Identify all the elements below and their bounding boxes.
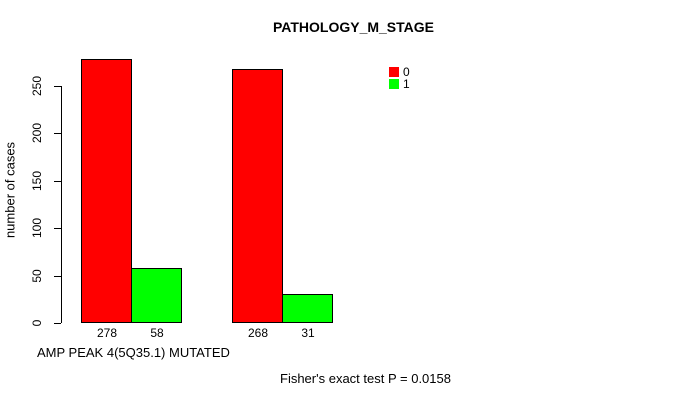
y-tick — [54, 228, 61, 229]
legend-item-1: 1 — [389, 78, 410, 90]
y-tick — [54, 323, 61, 324]
legend-item-0: 0 — [389, 66, 410, 78]
y-tick-label: 100 — [30, 217, 44, 239]
y-tick-label: 50 — [30, 269, 44, 283]
legend-swatch-icon — [389, 79, 399, 89]
y-axis-line — [61, 86, 62, 323]
legend-label: 0 — [403, 65, 410, 79]
bar-value-label: 268 — [247, 326, 269, 340]
bar-series-0-group-2 — [232, 69, 283, 323]
y-tick — [54, 86, 61, 87]
bar-value-label: 31 — [301, 326, 315, 340]
y-tick — [54, 181, 61, 182]
y-axis-title: number of cases — [2, 141, 18, 239]
legend-label: 1 — [403, 77, 410, 91]
x-axis-title: AMP PEAK 4(5Q35.1) MUTATED — [37, 345, 230, 360]
y-tick — [54, 133, 61, 134]
bar-series-1-group-1 — [131, 268, 182, 323]
y-tick-label: 200 — [30, 122, 44, 144]
fisher-test-annotation: Fisher's exact test P = 0.0158 — [280, 371, 451, 386]
y-tick-label: 0 — [30, 319, 44, 327]
y-tick-label: 150 — [30, 170, 44, 192]
y-tick — [54, 276, 61, 277]
y-tick-label: 250 — [30, 75, 44, 97]
bar-value-label: 58 — [150, 326, 164, 340]
chart-title: PATHOLOGY_M_STAGE — [272, 19, 434, 35]
bar-value-label: 278 — [96, 326, 118, 340]
bar-series-0-group-1 — [81, 59, 132, 323]
bar-series-1-group-2 — [282, 294, 333, 323]
legend-swatch-icon — [389, 67, 399, 77]
